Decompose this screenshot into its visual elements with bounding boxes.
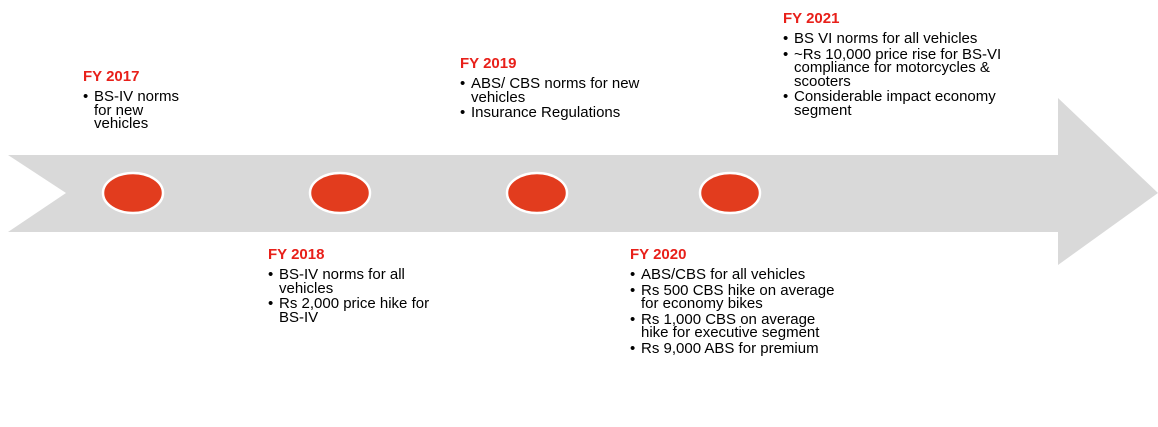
milestone-dot (505, 171, 569, 215)
milestone-bullet: ABS/ CBS norms for new vehicles (460, 76, 650, 105)
milestone-bullet: BS VI norms for all vehicles (783, 31, 1045, 45)
milestone-dot (101, 171, 165, 215)
milestone-block: FY 2020 ABS/CBS for all vehicles Rs 500 CB… (630, 246, 840, 357)
milestone-dot (308, 171, 372, 215)
milestone-block: FY 2021 BS VI norms for all vehicles ~Rs 1… (783, 10, 1045, 119)
milestone-year: FY 2018 (268, 246, 325, 263)
milestone-year: FY 2019 (460, 55, 517, 72)
milestone-bullet: ~Rs 10,000 price rise for BS-VI complian… (783, 47, 1045, 89)
milestone-year: FY 2020 (630, 246, 687, 263)
milestone-block: FY 2018 BS-IV norms for all vehiclesRs 2,… (268, 246, 438, 326)
milestone-dot (698, 171, 762, 215)
milestone-bullet: BS-IV norms for all vehicles (268, 267, 438, 296)
milestone-bullet: ABS/CBS for all vehicles (630, 267, 840, 281)
milestone-bullet: Rs 500 CBS hike on average for economy b… (630, 283, 840, 312)
milestone-bullet: Insurance Regulations (460, 105, 650, 119)
milestone-bullet: Rs 2,000 price hike for BS-IV (268, 296, 438, 325)
milestone-year: FY 2017 (83, 68, 140, 85)
milestone-bullet: Rs 9,000 ABS for premium (630, 341, 840, 355)
milestone-bullet: BS-IV norms for new vehicles (83, 89, 195, 131)
milestone-block: FY 2019 ABS/ CBS norms for new vehiclesIn… (460, 55, 650, 122)
timeline-arrow (8, 98, 1158, 265)
milestone-block: FY 2017 BS-IV norms for new vehicles (83, 68, 195, 133)
milestone-year: FY 2021 (783, 10, 840, 27)
milestone-bullet: Rs 1,000 CBS on average hike for executi… (630, 312, 840, 341)
milestone-bullet: Considerable impact economy segment (783, 89, 1045, 118)
